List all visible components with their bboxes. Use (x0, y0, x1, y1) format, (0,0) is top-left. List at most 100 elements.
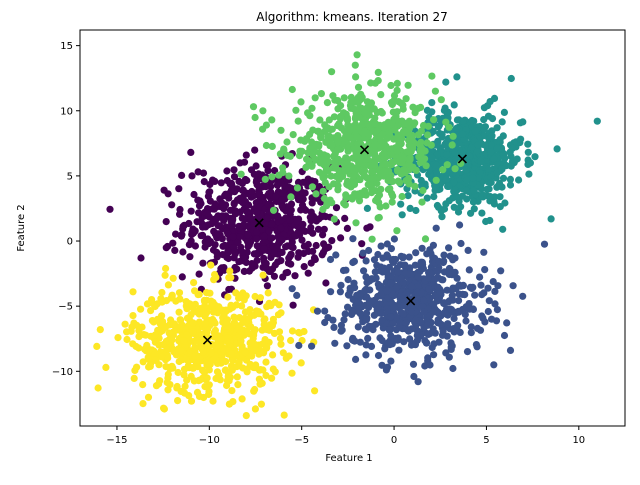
data-point (204, 221, 212, 229)
data-point (294, 117, 302, 125)
data-point (194, 291, 202, 299)
data-point (277, 309, 285, 317)
data-point (394, 136, 403, 144)
data-point (114, 334, 122, 342)
data-point (176, 316, 184, 324)
data-point (288, 85, 296, 94)
data-point (344, 181, 352, 189)
data-point (319, 174, 327, 182)
data-point (187, 148, 195, 156)
data-point (329, 92, 337, 100)
data-point (437, 320, 445, 328)
data-point (419, 186, 427, 195)
data-point (355, 197, 364, 205)
data-point (384, 176, 392, 185)
data-point (516, 119, 525, 127)
data-point (312, 241, 320, 250)
data-point (432, 169, 440, 177)
data-point (228, 387, 236, 395)
data-point (449, 284, 457, 292)
data-point (374, 280, 382, 288)
data-point (165, 329, 173, 337)
data-point (430, 351, 438, 359)
data-point (262, 260, 270, 268)
data-point (382, 160, 390, 168)
data-point (230, 318, 238, 326)
data-point (220, 264, 228, 272)
data-point (449, 364, 457, 373)
data-point (499, 132, 507, 140)
data-point (352, 109, 360, 117)
centroid-marker (359, 145, 370, 155)
data-point (211, 326, 219, 334)
data-point (367, 99, 376, 107)
data-point (288, 369, 296, 377)
data-point (200, 304, 208, 312)
data-point (246, 214, 255, 222)
data-point (322, 126, 330, 134)
data-point (453, 274, 461, 282)
data-point (553, 145, 561, 153)
data-point (459, 290, 467, 298)
data-point (360, 267, 368, 275)
data-point (371, 141, 379, 149)
data-point (526, 159, 535, 167)
data-point (195, 270, 203, 278)
data-point (336, 288, 344, 296)
data-point (344, 291, 352, 299)
data-point (483, 185, 491, 193)
data-point (350, 179, 358, 187)
data-point (237, 170, 245, 178)
data-point (503, 319, 511, 327)
data-point (223, 338, 231, 346)
points-layer (93, 51, 601, 420)
data-point (277, 179, 285, 187)
data-point (164, 386, 172, 394)
data-point (485, 297, 493, 305)
x-tick-label: 0 (391, 435, 397, 446)
data-point (409, 103, 417, 111)
data-point (223, 167, 231, 175)
data-point (388, 198, 396, 206)
data-point (310, 254, 319, 262)
data-point (196, 376, 204, 384)
data-point (540, 240, 549, 248)
data-point (286, 216, 294, 224)
data-point (253, 256, 261, 264)
data-point (414, 273, 422, 281)
data-point (199, 231, 207, 239)
data-point (178, 231, 186, 239)
data-point (313, 307, 322, 315)
data-point (401, 261, 409, 269)
data-point (225, 285, 233, 294)
data-point (371, 153, 379, 161)
data-point (423, 139, 431, 147)
data-point (517, 135, 525, 143)
data-point (300, 242, 308, 250)
data-point (485, 165, 493, 173)
data-point (337, 102, 345, 110)
data-point (440, 299, 448, 307)
data-point (353, 133, 361, 141)
data-point (445, 270, 453, 279)
data-point (211, 271, 219, 279)
data-point (226, 206, 234, 214)
data-point (304, 269, 312, 277)
data-point (277, 257, 285, 265)
centroid-marker (202, 335, 213, 345)
data-point (168, 292, 176, 300)
data-point (241, 198, 250, 206)
data-point (378, 361, 386, 369)
centroids-layer (202, 145, 467, 345)
data-point (488, 132, 496, 140)
data-point (377, 290, 385, 298)
data-point (230, 313, 238, 321)
data-point (469, 174, 477, 182)
data-point (264, 289, 272, 297)
data-point (366, 162, 374, 170)
data-point (211, 319, 219, 327)
data-point (243, 248, 251, 256)
data-point (498, 165, 506, 173)
data-point (325, 243, 333, 251)
data-point (139, 358, 147, 366)
